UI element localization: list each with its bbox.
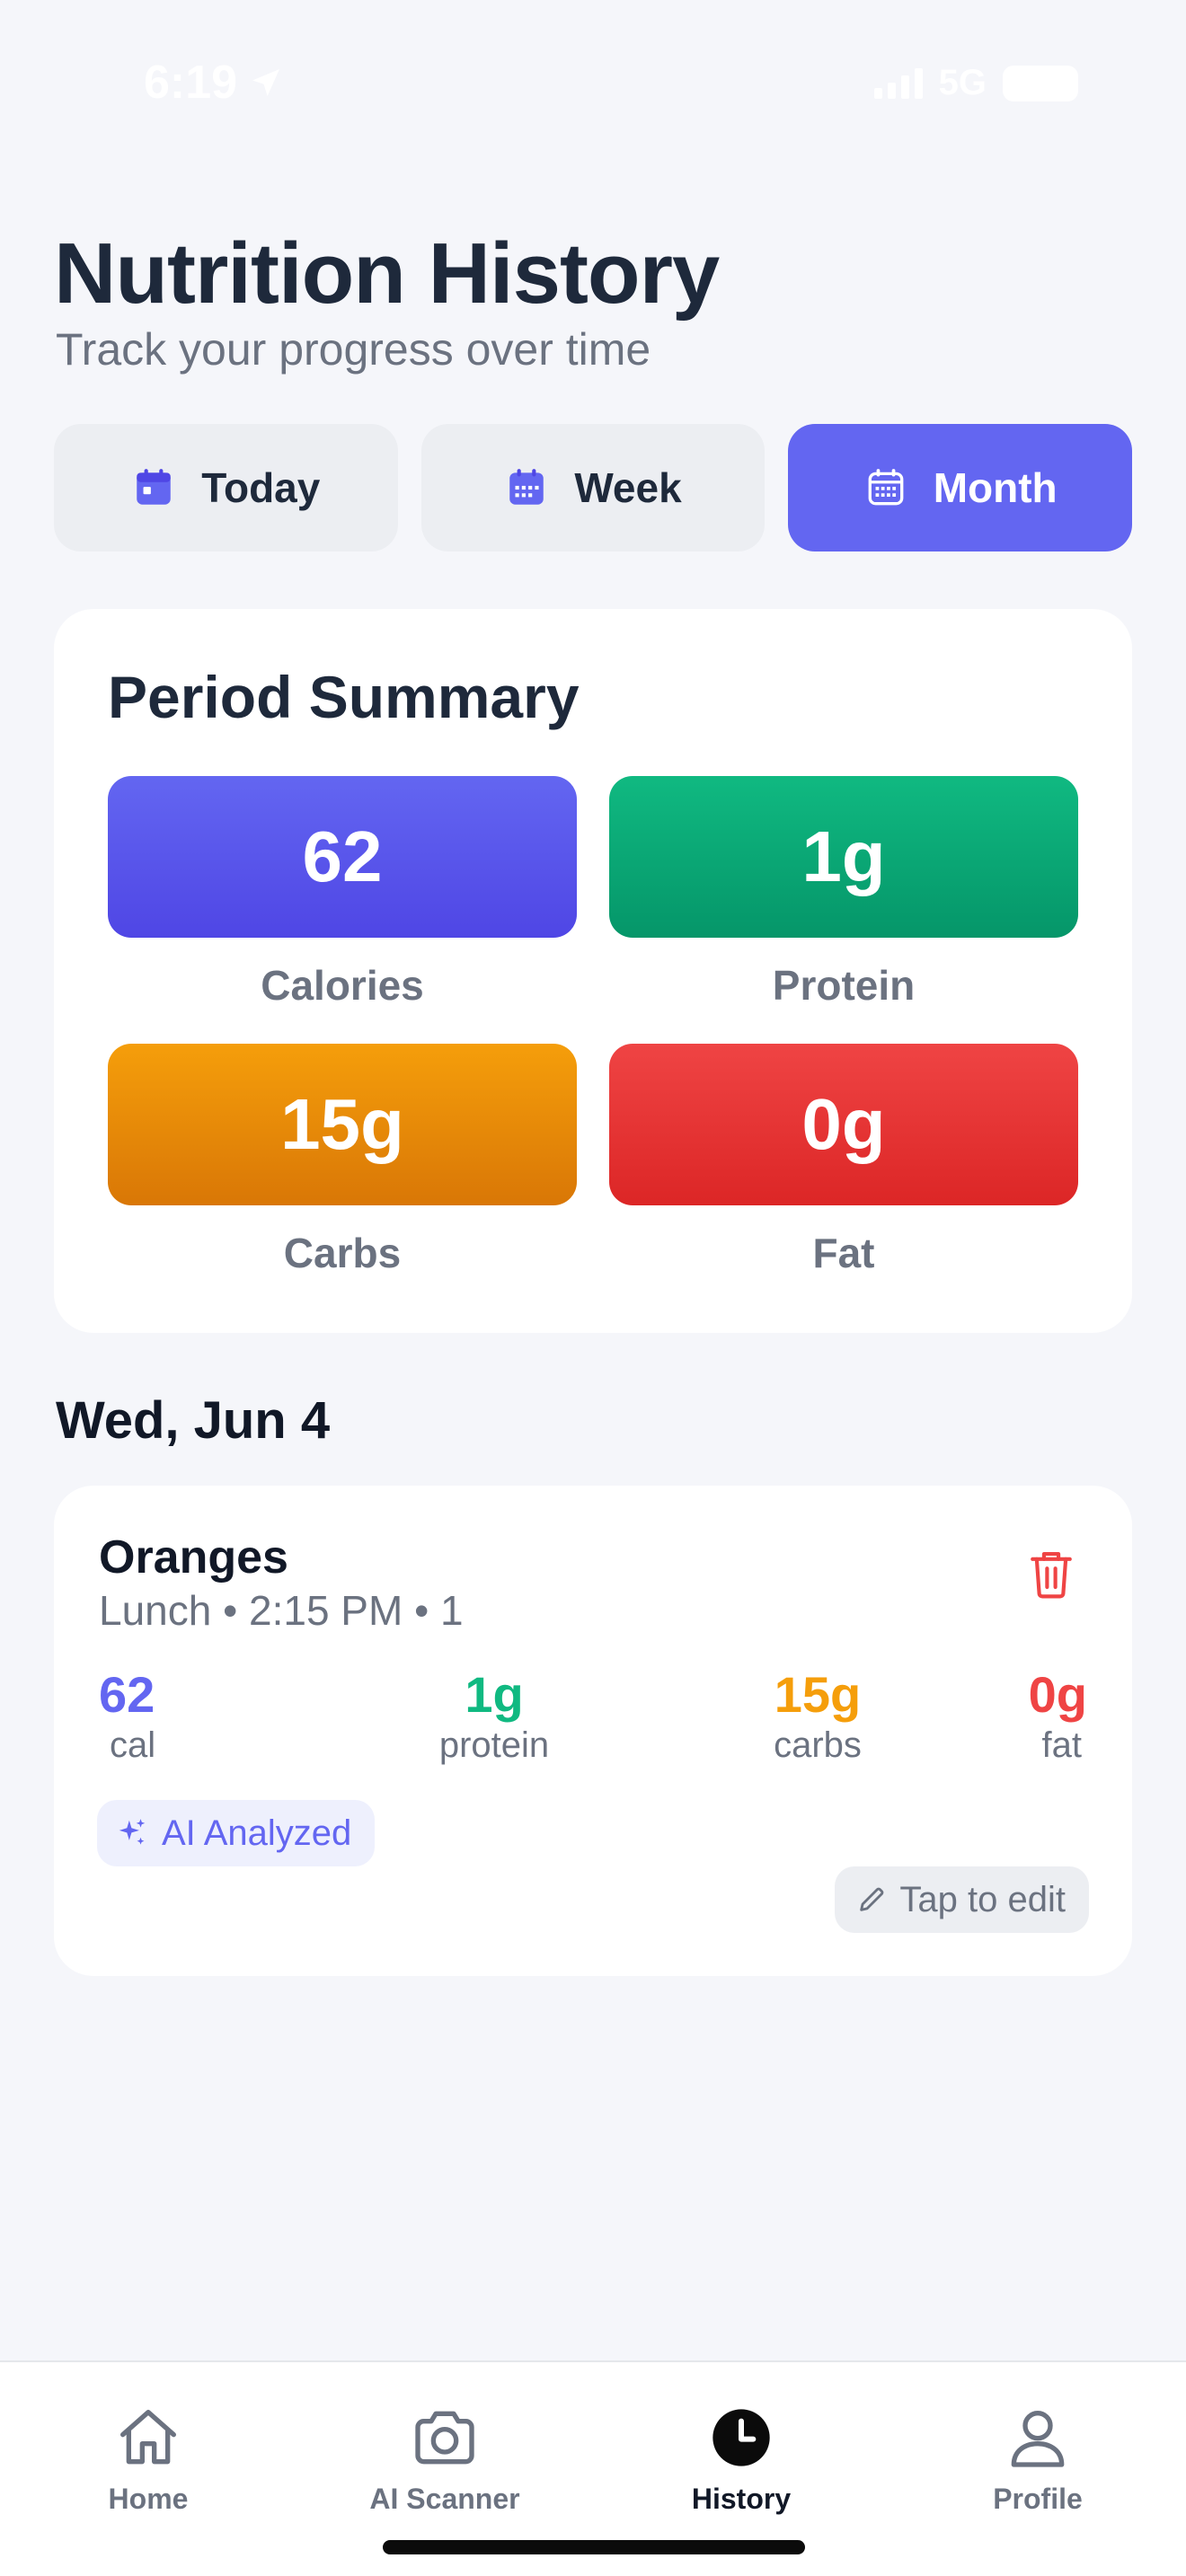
entry-carbs-unit: carbs — [774, 1725, 862, 1765]
user-icon — [1011, 2411, 1065, 2467]
network-type: 5G — [938, 63, 987, 102]
food-name: Oranges — [99, 1531, 288, 1584]
tab-today[interactable]: Today — [54, 424, 398, 551]
tap-to-edit-label: Tap to edit — [899, 1879, 1066, 1919]
pencil-icon — [860, 1887, 884, 1911]
protein-value: 1g — [801, 816, 886, 896]
nav-profile-label: Profile — [993, 2483, 1083, 2515]
tab-week-label: Week — [574, 464, 682, 511]
calories-value: 62 — [302, 816, 383, 896]
period-summary-card: Period Summary 62 Calories 1g Protein 15… — [54, 609, 1132, 1333]
entry-protein-unit: protein — [438, 1725, 550, 1765]
nav-ai-scanner[interactable]: AI Scanner — [328, 2402, 562, 2516]
camera-icon — [415, 2411, 474, 2465]
protein-tile: 1g — [609, 776, 1078, 938]
delete-trash-icon[interactable] — [1026, 1547, 1076, 1601]
entry-calories-unit: cal — [110, 1725, 156, 1765]
protein-label: Protein — [772, 962, 916, 1009]
sparkles-icon — [119, 1819, 146, 1845]
fat-value: 0g — [801, 1084, 886, 1164]
fat-tile: 0g — [609, 1044, 1078, 1205]
entry-carbs: 15g carbs — [701, 1665, 934, 1766]
entry-protein: 1g protein — [377, 1665, 611, 1766]
nav-profile[interactable]: Profile — [921, 2402, 1155, 2516]
page-subtitle: Track your progress over time — [56, 324, 651, 375]
food-meta: Lunch • 2:15 PM • 1 — [99, 1587, 464, 1634]
tab-month[interactable]: Month — [788, 424, 1133, 551]
nav-home[interactable]: Home — [31, 2402, 265, 2516]
calories-tile: 62 — [108, 776, 577, 938]
entry-fat: 0g fat — [979, 1665, 1087, 1766]
ai-analyzed-label: AI Analyzed — [162, 1813, 352, 1853]
clock-icon — [712, 2409, 770, 2466]
tap-to-edit-button[interactable]: Tap to edit — [835, 1866, 1089, 1933]
food-entry-card[interactable]: Oranges Lunch • 2:15 PM • 1 62 cal 1g pr… — [54, 1486, 1132, 1976]
status-time-text: 6:19 — [144, 57, 238, 109]
location-arrow-icon — [252, 69, 280, 96]
nav-history[interactable]: History — [624, 2402, 858, 2516]
summary-title: Period Summary — [108, 664, 580, 730]
entry-protein-value: 1g — [465, 1666, 524, 1723]
fat-label: Fat — [812, 1230, 875, 1276]
nav-history-label: History — [691, 2483, 792, 2515]
carbs-value: 15g — [280, 1084, 404, 1164]
status-indicators: 5G 46 — [873, 63, 1078, 103]
nav-home-label: Home — [108, 2483, 189, 2515]
date-heading: Wed, Jun 4 — [56, 1391, 331, 1450]
entry-calories: 62 cal — [99, 1665, 155, 1766]
home-icon — [120, 2410, 176, 2465]
entry-calories-value: 62 — [99, 1666, 155, 1723]
battery-icon: 46 — [1003, 65, 1078, 101]
calories-label: Calories — [261, 962, 424, 1009]
calendar-day-icon — [137, 469, 172, 505]
period-tabs: Today Week — [54, 424, 1133, 551]
page-title: Nutrition History — [54, 225, 720, 322]
carbs-label: Carbs — [283, 1230, 402, 1276]
signal-icon — [873, 67, 923, 99]
battery-level: 46 — [1027, 69, 1054, 96]
tab-month-label: Month — [933, 464, 1058, 511]
status-time: 6:19 — [144, 56, 284, 110]
tab-today-label: Today — [201, 464, 321, 511]
carbs-tile: 15g — [108, 1044, 577, 1205]
calendar-week-icon — [509, 469, 544, 505]
entry-fat-value: 0g — [1028, 1666, 1087, 1723]
tab-week[interactable]: Week — [420, 424, 766, 551]
nav-ai-scanner-label: AI Scanner — [369, 2483, 520, 2515]
calendar-month-icon — [868, 469, 904, 506]
entry-carbs-value: 15g — [774, 1666, 862, 1723]
status-bar: 6:19 5G 46 — [0, 0, 1186, 180]
ai-analyzed-badge: AI Analyzed — [97, 1800, 376, 1866]
home-indicator — [383, 2540, 805, 2554]
entry-fat-unit: fat — [1041, 1725, 1082, 1765]
